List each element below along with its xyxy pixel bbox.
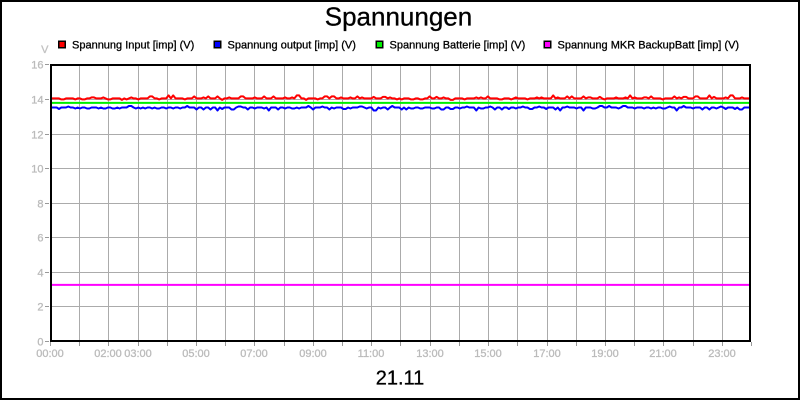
svg-text:23:00: 23:00 [708,348,736,360]
svg-text:11:00: 11:00 [358,348,385,360]
svg-text:02:00: 02:00 [94,348,122,360]
svg-text:2: 2 [37,302,43,314]
svg-text:14: 14 [31,95,43,107]
svg-text:09:00: 09:00 [299,348,327,360]
svg-text:Spannung MKR BackupBatt [imp]: Spannung MKR BackupBatt [imp] (V) [558,40,740,52]
svg-text:07:00: 07:00 [240,348,268,360]
svg-text:6: 6 [37,233,43,245]
svg-text:12: 12 [31,130,43,142]
svg-text:V: V [41,44,49,56]
svg-text:10: 10 [31,164,43,176]
svg-text:19:00: 19:00 [591,348,619,360]
svg-text:Spannung Batterie [imp] (V): Spannung Batterie [imp] (V) [390,40,526,52]
svg-text:21:00: 21:00 [649,348,677,360]
svg-text:4: 4 [37,268,43,280]
svg-text:0: 0 [37,337,43,349]
svg-text:Spannung Input [imp] (V): Spannung Input [imp] (V) [72,40,194,52]
svg-text:Spannung output [imp] (V): Spannung output [imp] (V) [228,40,356,52]
svg-text:16: 16 [31,60,43,72]
svg-text:13:00: 13:00 [416,348,444,360]
svg-text:03:00: 03:00 [124,348,152,360]
svg-text:05:00: 05:00 [182,348,210,360]
svg-text:00:00: 00:00 [36,348,64,360]
svg-text:8: 8 [37,199,43,211]
svg-text:21.11: 21.11 [376,368,425,390]
svg-text:17:00: 17:00 [533,348,561,360]
svg-text:15:00: 15:00 [474,348,502,360]
svg-text:Spannungen: Spannungen [325,2,472,32]
